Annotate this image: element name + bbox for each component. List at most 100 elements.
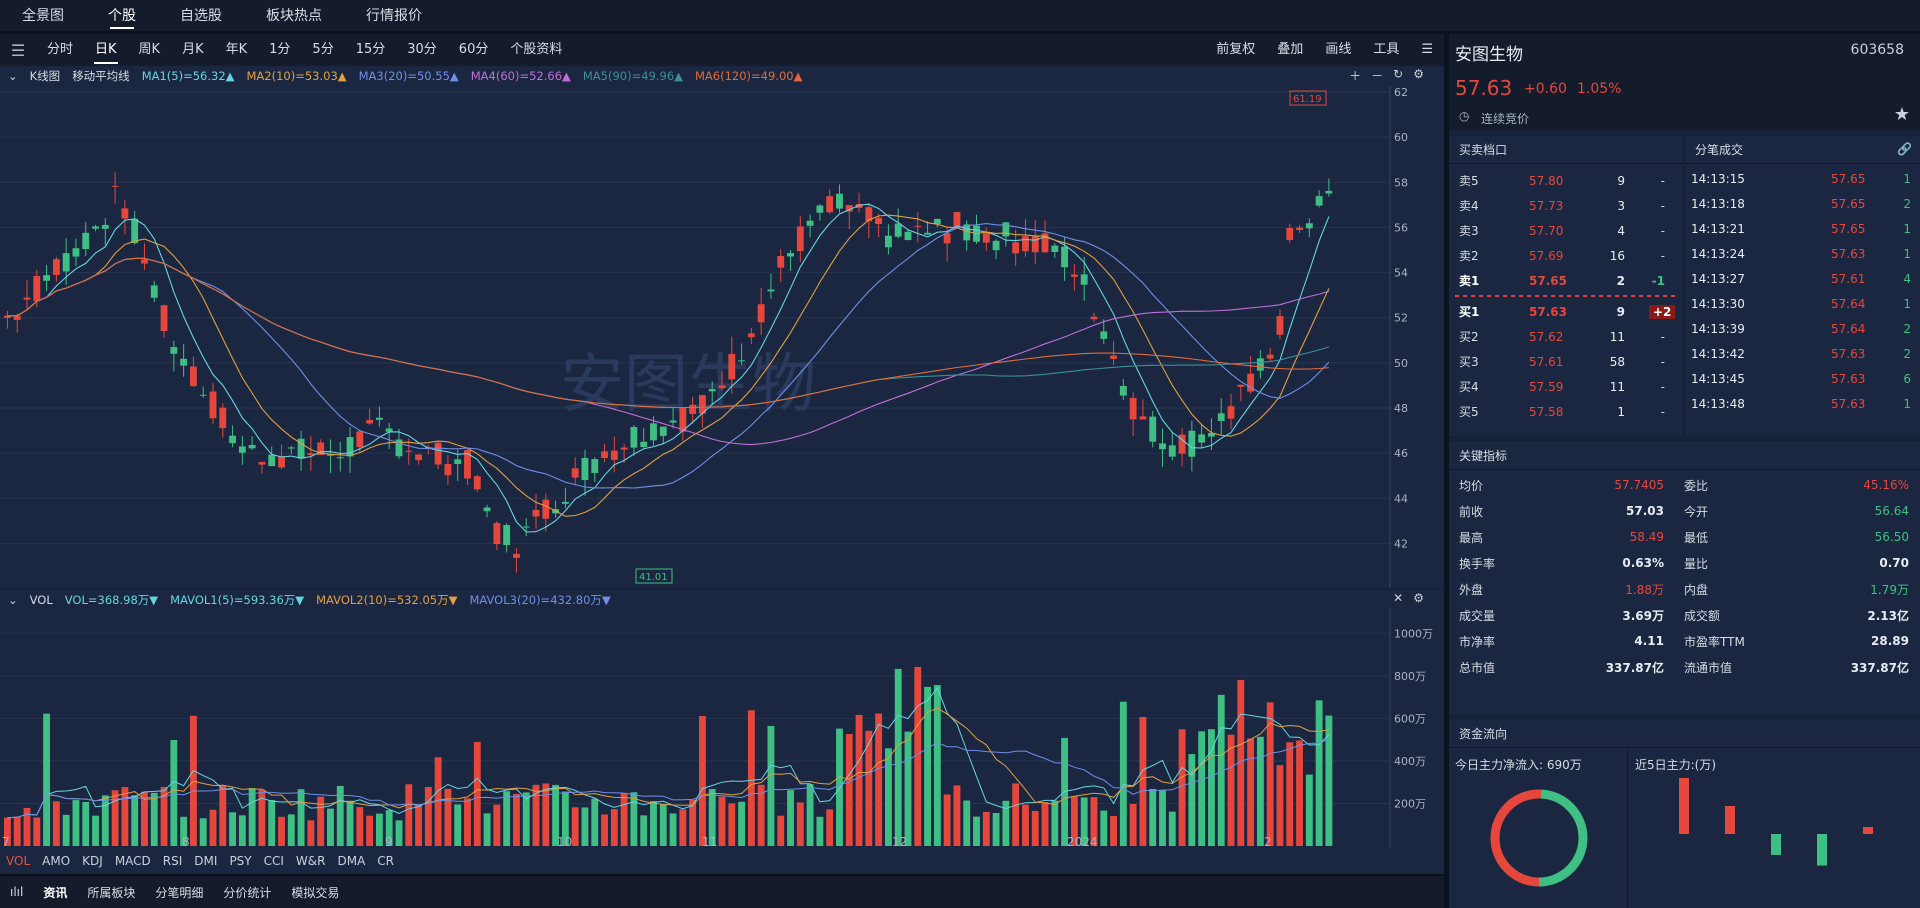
ask-row[interactable]: 卖4 57.73 3 - [1459,193,1682,218]
menu-icon[interactable]: ☰ [10,40,26,60]
bid-row[interactable]: 买3 57.61 58 - [1459,349,1682,374]
volume-bar [982,811,990,846]
bar-chart-icon[interactable]: ılıl [10,885,24,899]
indicator-wr[interactable]: W&R [295,854,326,868]
settings-icon[interactable]: ⚙ [1413,67,1424,81]
indicator-cci[interactable]: CCI [263,854,284,868]
candle-body [650,423,657,441]
collapse-icon[interactable]: ⌄ [8,69,18,83]
candle-body [679,408,687,432]
tick-row[interactable]: 14:13:48 57.63 1 [1691,391,1920,416]
nav-watchlist[interactable]: 自选股 [180,7,222,24]
ask-change: - [1660,248,1665,263]
tick-row[interactable]: 14:13:24 57.63 1 [1691,241,1920,266]
candle-body [1315,196,1323,206]
volume-bar [356,807,364,846]
tab-sectors[interactable]: 所属板块 [87,885,136,900]
refresh-icon[interactable]: ↻ [1393,67,1404,81]
star-icon[interactable]: ★ [1893,104,1910,125]
tab-tick-detail[interactable]: 分笔明细 [155,885,204,900]
tick-row[interactable]: 14:13:30 57.64 1 [1691,291,1920,316]
mavol-line-2 [7,707,1329,819]
bid-change: - [1660,404,1665,419]
bid-row[interactable]: 买2 57.62 11 - [1459,324,1682,349]
volume-collapse-icon[interactable]: ⌄ [8,593,18,607]
volume-bar [170,739,178,846]
volume-chart[interactable]: 1000万 800万 600万 400万 200万 7 8 9 10 11 12 2024 2 ⌄ VO… [0,590,1444,882]
bid-row[interactable]: 买1 57.63 9 +2 [1459,299,1682,324]
tick-price: 57.63 [1831,371,1866,386]
indicator-dma[interactable]: DMA [337,854,366,868]
tick-row[interactable]: 14:13:27 57.61 4 [1691,266,1920,291]
candle-body [669,420,677,423]
tab-weekly-k[interactable]: 周K [138,42,161,57]
ask-row[interactable]: 卖3 57.70 4 - [1459,218,1682,243]
link-icon[interactable]: 🔗 [1897,142,1912,156]
overlay-button[interactable]: 叠加 [1277,42,1304,57]
indicator-rsi[interactable]: RSI [162,854,183,868]
tick-row[interactable]: 14:13:15 57.65 1 [1691,166,1920,191]
kline-chart[interactable]: 62 60 58 56 54 52 50 48 46 44 42 安图生物 61.19 41.01 ⌄ K… [0,66,1444,588]
candle-body [532,509,540,517]
kline-svg[interactable]: 62 60 58 56 54 52 50 48 46 44 42 安图生物 61.19 41.01 [0,66,1444,588]
volume-close-icon[interactable]: ✕ [1393,591,1404,605]
kline-type[interactable]: 移动平均线 [72,69,130,83]
tick-volume: 2 [1903,196,1911,211]
tick-row[interactable]: 14:13:39 57.64 2 [1691,316,1920,341]
tab-news[interactable]: 资讯 [43,885,68,900]
indicator-dmi[interactable]: DMI [194,854,218,868]
tab-60min[interactable]: 60分 [458,42,489,57]
volume-settings-icon[interactable]: ⚙ [1413,591,1424,605]
indicator-amo[interactable]: AMO [42,854,71,868]
ask-row[interactable]: 卖5 57.80 9 - [1459,168,1682,193]
forward-adjust-button[interactable]: 前复权 [1216,42,1256,57]
ma5-label: MA5(90)=49.96▲ [582,69,683,83]
bid-row[interactable]: 买5 57.58 1 - [1459,399,1682,424]
list-menu-icon[interactable]: ☰ [1421,42,1433,57]
tools-button[interactable]: 工具 [1373,42,1400,57]
draw-line-button[interactable]: 画线 [1325,42,1352,57]
indicator-psy[interactable]: PSY [229,854,252,868]
volume-bar [650,801,657,846]
tick-row[interactable]: 14:13:42 57.63 2 [1691,341,1920,366]
date-axis-label: 8 [182,835,190,848]
tab-sim-trade[interactable]: 模拟交易 [291,885,340,900]
nav-stock[interactable]: 个股 [86,0,158,32]
zoom-out-icon[interactable]: － [1371,69,1384,83]
mavol1-label: MAVOL1(5)=593.36万▼ [170,593,305,607]
tab-monthly-k[interactable]: 月K [182,42,204,57]
nav-overview[interactable]: 全景图 [22,7,64,24]
indicator-vol[interactable]: VOL [6,854,31,868]
candle-body [1012,242,1020,254]
candle-body [111,185,119,187]
candle-body [307,453,315,456]
quote-panel: 安图生物 603658 57.63 +0.60 1.05% ◷ 连续竞价 ★ 买… [1449,34,1920,908]
indicator-macd[interactable]: MACD [114,854,151,868]
tab-5min[interactable]: 5分 [312,42,334,57]
tab-daily-k[interactable]: 日K [84,34,128,66]
zoom-in-icon[interactable]: ＋ [1349,69,1362,83]
tab-stock-info[interactable]: 个股资料 [510,42,563,57]
candle-body [1198,434,1206,443]
tick-row[interactable]: 14:13:18 57.65 2 [1691,191,1920,216]
price-axis-label: 56 [1394,221,1408,234]
tab-intraday[interactable]: 分时 [47,42,74,57]
tick-row[interactable]: 14:13:21 57.65 1 [1691,216,1920,241]
indicator-cr[interactable]: CR [377,854,395,868]
tab-1min[interactable]: 1分 [269,42,291,57]
tick-row[interactable]: 14:13:45 57.63 6 [1691,366,1920,391]
tab-30min[interactable]: 30分 [407,42,437,57]
tab-yearly-k[interactable]: 年K [225,42,248,57]
nav-quotes[interactable]: 行情报价 [366,7,422,24]
tab-price-stats[interactable]: 分价统计 [223,885,272,900]
volume-bar [160,786,168,846]
nav-sectors[interactable]: 板块热点 [266,7,322,24]
indicator-kdj[interactable]: KDJ [82,854,103,868]
candle-body [699,395,706,414]
bid-row[interactable]: 买4 57.59 11 - [1459,374,1682,399]
tab-15min[interactable]: 15分 [355,42,386,57]
ask-row[interactable]: 卖1 57.65 2 -1 [1459,268,1682,293]
volume-svg[interactable]: 1000万 800万 600万 400万 200万 7 8 9 10 11 12 2024 2 [0,590,1444,848]
ask-row[interactable]: 卖2 57.69 16 - [1459,243,1682,268]
ma6-label: MA6(120)=49.00▲ [695,69,803,83]
